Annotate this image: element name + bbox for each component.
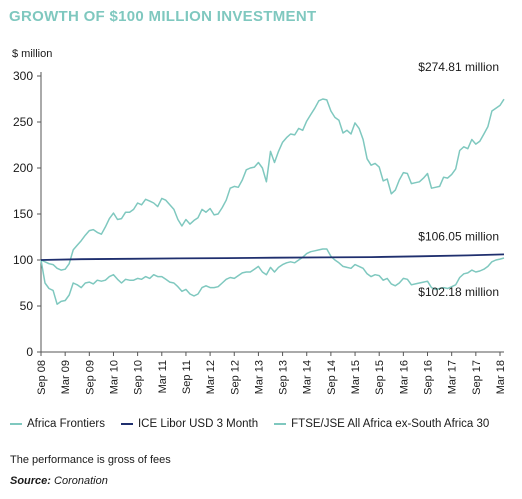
y-axis-label: $ million: [12, 48, 53, 60]
source-label: Source:: [10, 475, 51, 487]
x-tick-label: Mar 10: [108, 360, 120, 394]
x-tick-label: Sep 15: [374, 360, 386, 395]
chart-title: GROWTH OF $100 MILLION INVESTMENT: [9, 8, 317, 25]
legend-item-ice-libor: ICE Libor USD 3 Month: [120, 418, 259, 430]
x-tick-label: Sep 12: [229, 360, 241, 395]
y-tick-label: 100: [13, 253, 33, 267]
x-tick-label: Sep 16: [423, 360, 435, 395]
x-tick-label: Mar 17: [447, 360, 459, 394]
x-tick-label: Sep 11: [181, 360, 193, 394]
series-line-ice-libor: [40, 253, 505, 261]
y-tick-label: 200: [13, 161, 33, 175]
x-tick-label: Mar 13: [253, 360, 265, 394]
x-tick-label: Mar 09: [60, 360, 72, 394]
legend-swatch-ftse-jse: [274, 423, 287, 425]
x-tick-label: Sep 08: [36, 360, 48, 395]
x-tick-label: Mar 15: [350, 360, 362, 394]
y-tick-label: 0: [26, 345, 33, 359]
x-tick-label: Sep 13: [278, 360, 290, 395]
x-tick-label: Mar 18: [495, 360, 507, 394]
annotation-ice-libor: $106.05 million: [418, 229, 499, 243]
annotation-africa-frontiers: $274.81 million: [418, 60, 499, 74]
annotation-ftse-jse: $102.18 million: [418, 285, 499, 299]
line-chart: 0 50 100 150 200 250 300 Sep 08 Mar 09 Sep 09 Mar …: [13, 60, 507, 395]
y-tick-label: 150: [13, 207, 33, 221]
series-line-ftse-jse: [40, 248, 505, 305]
chart-legend: Africa Frontiers ICE Libor USD 3 Month F…: [10, 418, 489, 430]
x-tick-label: Mar 14: [302, 360, 314, 394]
legend-swatch-ice-libor: [120, 423, 133, 425]
source-name: Coronation: [54, 475, 108, 487]
series-line-africa-frontiers: [40, 98, 505, 271]
x-tick-label: Sep 10: [133, 360, 145, 395]
x-tick-label: Mar 11: [157, 360, 169, 393]
x-tick-label: Sep 17: [471, 360, 483, 395]
x-tick-label: Sep 09: [84, 360, 96, 395]
legend-item-africa-frontiers: Africa Frontiers: [10, 418, 105, 430]
y-tick-label: 250: [13, 115, 33, 129]
x-tick-label: Sep 14: [326, 360, 338, 395]
x-tick-label: Mar 12: [205, 360, 217, 394]
y-tick-label: 300: [13, 69, 33, 83]
legend-item-ftse-jse: FTSE/JSE All Africa ex-South Africa 30: [274, 418, 489, 430]
legend-label-ftse-jse: FTSE/JSE All Africa ex-South Africa 30: [291, 418, 490, 430]
x-tick-label: Mar 16: [398, 360, 410, 394]
y-tick-label: 50: [20, 299, 34, 313]
performance-note: The performance is gross of fees: [10, 454, 171, 466]
legend-swatch-africa-frontiers: [10, 423, 22, 425]
source-line: Source: Coronation: [10, 475, 108, 487]
legend-label-ice-libor: ICE Libor USD 3 Month: [137, 418, 259, 430]
legend-label-africa-frontiers: Africa Frontiers: [27, 418, 105, 430]
